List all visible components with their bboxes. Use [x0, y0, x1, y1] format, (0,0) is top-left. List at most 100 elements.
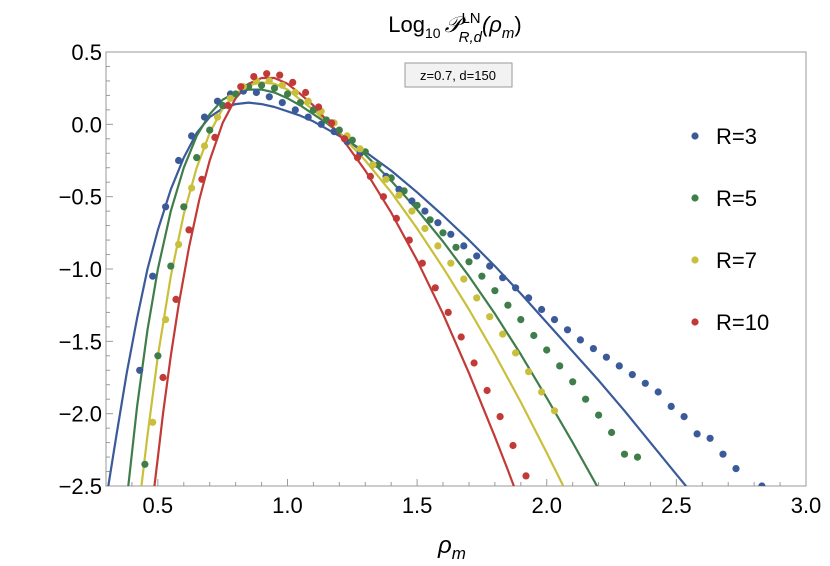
data-point-r-7	[162, 316, 170, 324]
data-point-r-5	[400, 187, 408, 195]
data-point-r-7	[408, 207, 416, 215]
data-point-r-7	[499, 330, 507, 338]
data-point-r-7	[175, 240, 183, 248]
data-point-r-7	[304, 97, 312, 105]
data-point-r-3	[265, 93, 273, 101]
data-point-r-3	[213, 97, 222, 105]
data-point-r-3	[576, 336, 585, 344]
data-point-r-5	[608, 428, 616, 437]
data-point-r-3	[408, 197, 416, 205]
title-argument-close: )	[514, 12, 521, 37]
x-tick-label: 2.5	[661, 493, 692, 518]
data-point-r-7	[200, 142, 209, 150]
data-point-r-7	[421, 224, 429, 233]
data-point-r-5	[478, 272, 486, 280]
x-tick-label: 2.0	[531, 493, 562, 518]
data-point-r-7	[473, 294, 481, 302]
data-point-r-5	[569, 378, 577, 386]
data-point-r-10	[379, 193, 387, 201]
data-point-r-10	[172, 295, 180, 303]
annotation-text: z=0.7, d=150	[420, 68, 496, 83]
data-point-r-7	[188, 184, 196, 192]
data-point-r-10	[431, 284, 439, 292]
data-point-r-7	[550, 407, 559, 415]
data-point-r-3	[499, 274, 507, 282]
data-point-r-3	[252, 88, 260, 97]
data-point-r-3	[538, 305, 546, 314]
data-point-r-5	[180, 203, 188, 211]
data-point-r-5	[296, 99, 304, 107]
data-point-r-10	[444, 308, 452, 316]
title-prefix: Log	[388, 12, 425, 37]
y-axis: 0.5 0.0 −0.5 −1.0 −1.5 −2.0 −2.5	[59, 40, 113, 499]
data-point-r-3	[304, 113, 312, 121]
data-point-r-3	[473, 252, 481, 260]
data-point-r-3	[511, 284, 520, 292]
chart-title: Log10 𝒫LN R,d(ρm)	[388, 10, 521, 46]
data-point-r-10	[159, 373, 167, 382]
y-tick-label: −2.0	[59, 402, 102, 427]
data-point-r-3	[421, 207, 429, 215]
data-point-r-3	[680, 413, 688, 421]
data-point-r-3	[136, 366, 144, 374]
x-tick-label: 3.0	[791, 493, 822, 518]
data-point-r-5	[167, 262, 175, 270]
data-point-r-5	[452, 243, 460, 251]
data-point-r-10	[483, 386, 491, 395]
x-axis-label-base: ρ	[437, 532, 452, 559]
data-point-r-3	[278, 99, 286, 107]
data-point-r-3	[758, 482, 766, 486]
data-point-r-10	[328, 119, 336, 127]
data-point-r-3	[317, 120, 325, 128]
data-point-r-3	[628, 371, 636, 379]
data-point-r-10	[366, 172, 374, 180]
data-point-r-7	[538, 388, 546, 396]
data-point-r-7	[265, 77, 273, 85]
curve-r-10	[153, 76, 515, 486]
data-point-r-3	[291, 106, 299, 114]
data-point-r-5	[517, 316, 525, 324]
title-symbol-sup: LN	[461, 10, 480, 27]
data-point-r-5	[530, 331, 538, 340]
data-point-r-5	[439, 229, 447, 237]
data-point-r-3	[200, 113, 209, 121]
data-point-r-7	[356, 145, 364, 153]
data-point-r-10	[353, 154, 362, 162]
data-point-r-5	[154, 352, 162, 360]
data-point-r-3	[563, 326, 572, 334]
data-point-r-7	[278, 81, 286, 89]
data-point-r-5	[595, 411, 603, 419]
data-point-r-10	[315, 103, 323, 111]
data-point-r-5	[374, 161, 382, 169]
data-point-r-7	[447, 259, 455, 267]
data-point-r-5	[465, 258, 473, 266]
data-point-r-10	[340, 135, 349, 143]
legend-label: R=5	[716, 186, 757, 211]
data-point-r-10	[470, 359, 478, 367]
legend-item: R=10	[691, 310, 769, 335]
data-point-r-5	[258, 81, 266, 89]
data-point-r-3	[460, 242, 468, 250]
data-point-r-3	[175, 156, 183, 165]
legend-item: R=3	[691, 124, 757, 149]
data-point-r-3	[188, 132, 196, 140]
data-point-r-5	[348, 136, 356, 144]
legend: R=3 R=5 R=7 R=10	[691, 124, 769, 335]
data-point-r-5	[633, 453, 642, 461]
data-point-r-3	[447, 230, 455, 238]
data-point-r-5	[283, 90, 292, 98]
data-point-r-5	[413, 201, 421, 209]
data-point-r-10	[289, 78, 297, 86]
data-point-r-5	[620, 450, 629, 458]
data-point-r-10	[211, 133, 219, 141]
data-point-r-7	[511, 349, 520, 357]
data-point-r-3	[732, 465, 740, 473]
data-point-r-7	[525, 368, 533, 376]
title-symbol-sub: R,d	[459, 29, 483, 46]
data-point-r-3	[667, 402, 675, 410]
legend-label: R=7	[716, 248, 757, 273]
legend-label: R=3	[716, 124, 757, 149]
data-point-r-3	[641, 379, 649, 387]
x-axis-label-sub: m	[452, 544, 466, 563]
